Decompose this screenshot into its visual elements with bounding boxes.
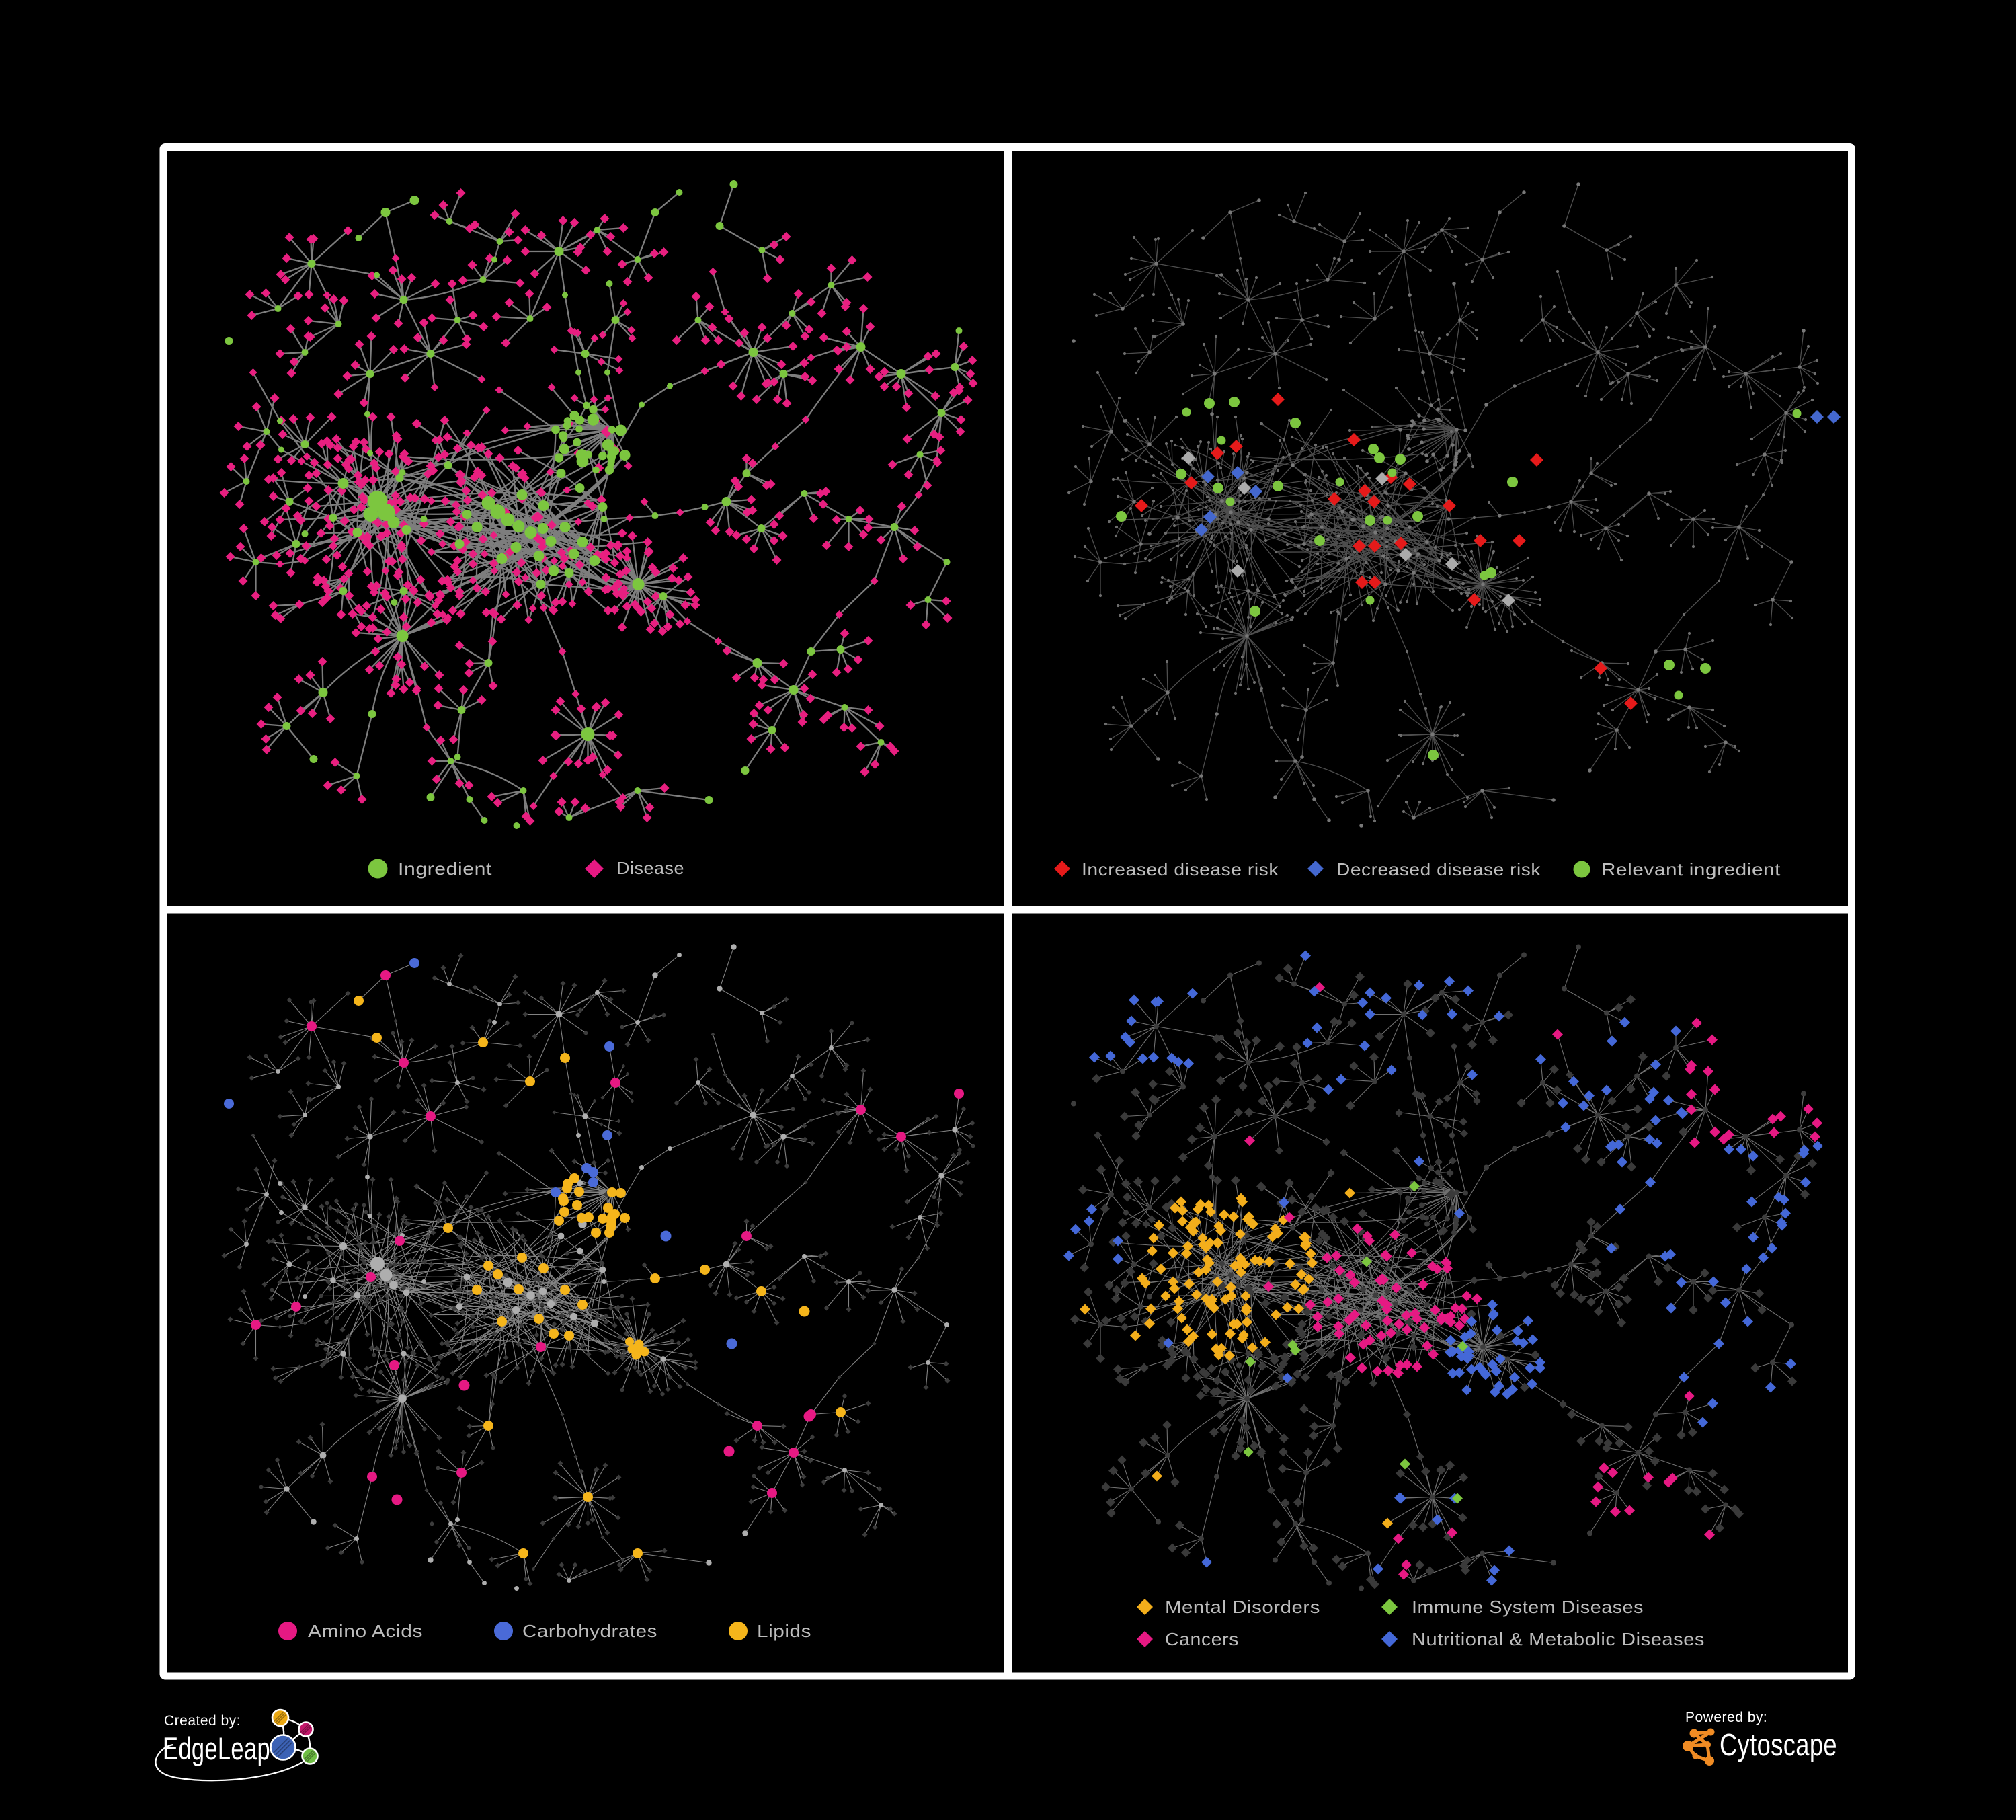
svg-text:Nutritional & Metabolic Diseas: Nutritional & Metabolic Diseases <box>1412 1629 1705 1649</box>
svg-text:Increased disease risk: Increased disease risk <box>1082 859 1279 879</box>
svg-text:EdgeLeap: EdgeLeap <box>163 1731 270 1766</box>
svg-text:Created by:: Created by: <box>164 1713 241 1729</box>
svg-text:Mental Disorders: Mental Disorders <box>1165 1597 1320 1617</box>
svg-text:Powered by:: Powered by: <box>1685 1710 1767 1725</box>
svg-text:Ingredient: Ingredient <box>398 859 492 879</box>
svg-text:Carbohydrates: Carbohydrates <box>522 1621 657 1641</box>
svg-text:Decreased disease risk: Decreased disease risk <box>1336 859 1541 879</box>
svg-text:Lipids: Lipids <box>757 1621 811 1641</box>
svg-text:Relevant ingredient: Relevant ingredient <box>1601 859 1781 879</box>
svg-text:Cytoscape: Cytoscape <box>1720 1727 1837 1762</box>
svg-text:Amino Acids: Amino Acids <box>308 1621 423 1641</box>
svg-text:Cancers: Cancers <box>1165 1629 1239 1649</box>
svg-text:Disease: Disease <box>616 858 684 878</box>
svg-text:Immune System Diseases: Immune System Diseases <box>1412 1597 1644 1617</box>
